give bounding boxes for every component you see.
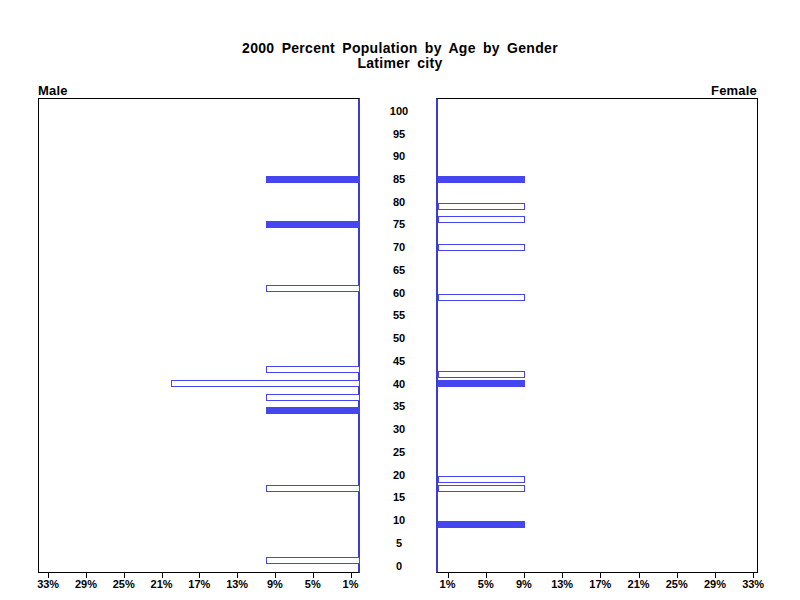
age-tick-label-95: 95 xyxy=(373,128,425,140)
male-bar-age-34 xyxy=(266,407,361,414)
age-tick-label-55: 55 xyxy=(373,309,425,321)
age-tick-label-100: 100 xyxy=(373,105,425,117)
male-bar-age-43 xyxy=(266,366,361,373)
age-tick-label-20: 20 xyxy=(373,469,425,481)
age-tick-label-70: 70 xyxy=(373,241,425,253)
population-pyramid-chart: 2000 Percent Population by Age by Gender… xyxy=(0,0,800,600)
female-axis-tick-label-21: 21% xyxy=(622,578,656,590)
female-axis-tick-label-5: 5% xyxy=(469,578,503,590)
male-axis-tick-label-5: 5% xyxy=(296,578,330,590)
female-axis-tick-label-25: 25% xyxy=(660,578,694,590)
chart-layer: 1009590858075706560555045403530252015105… xyxy=(0,0,800,600)
age-tick-label-5: 5 xyxy=(373,537,425,549)
female-axis-tick-label-9: 9% xyxy=(507,578,541,590)
female-bar-age-59 xyxy=(438,294,525,301)
age-tick-label-30: 30 xyxy=(373,423,425,435)
female-axis-tick-label-29: 29% xyxy=(698,578,732,590)
age-tick-label-15: 15 xyxy=(373,491,425,503)
female-bar-age-70 xyxy=(438,244,525,251)
male-axis-tick-label-17: 17% xyxy=(182,578,216,590)
age-tick-label-10: 10 xyxy=(373,514,425,526)
male-axis-tick-label-29: 29% xyxy=(69,578,103,590)
female-bar-age-40 xyxy=(438,380,525,387)
male-axis-tick-label-13: 13% xyxy=(220,578,254,590)
age-tick-label-85: 85 xyxy=(373,173,425,185)
age-tick-label-75: 75 xyxy=(373,218,425,230)
age-tick-label-40: 40 xyxy=(373,378,425,390)
male-axis-tick-label-1: 1% xyxy=(334,578,368,590)
female-axis-tick-label-17: 17% xyxy=(583,578,617,590)
male-axis-tick-label-25: 25% xyxy=(107,578,141,590)
age-tick-label-65: 65 xyxy=(373,264,425,276)
age-tick-label-80: 80 xyxy=(373,196,425,208)
female-bar-age-85 xyxy=(438,176,525,183)
female-bar-age-76 xyxy=(438,216,525,223)
female-axis-tick-label-13: 13% xyxy=(545,578,579,590)
age-tick-label-35: 35 xyxy=(373,400,425,412)
male-axis-tick-label-33: 33% xyxy=(31,578,65,590)
male-bar-age-61 xyxy=(266,285,361,292)
male-bar-age-37 xyxy=(266,394,361,401)
female-bar-age-17 xyxy=(438,485,525,492)
age-tick-label-25: 25 xyxy=(373,446,425,458)
female-axis-tick-label-1: 1% xyxy=(431,578,465,590)
male-axis-tick-label-9: 9% xyxy=(258,578,292,590)
male-bar-age-40 xyxy=(171,380,360,387)
age-tick-label-45: 45 xyxy=(373,355,425,367)
male-axis-tick-label-21: 21% xyxy=(145,578,179,590)
age-tick-label-60: 60 xyxy=(373,287,425,299)
female-bar-age-19 xyxy=(438,476,525,483)
age-tick-label-0: 0 xyxy=(373,560,425,572)
female-bar-age-9 xyxy=(438,521,525,528)
female-bar-age-42 xyxy=(438,371,525,378)
female-axis-tick-label-33: 33% xyxy=(736,578,770,590)
female-bar-age-79 xyxy=(438,203,525,210)
age-tick-label-50: 50 xyxy=(373,332,425,344)
male-bar-age-85 xyxy=(266,176,361,183)
male-bar-age-17 xyxy=(266,485,361,492)
male-bar-age-1 xyxy=(266,557,361,564)
male-bar-age-75 xyxy=(266,221,361,228)
age-tick-label-90: 90 xyxy=(373,150,425,162)
